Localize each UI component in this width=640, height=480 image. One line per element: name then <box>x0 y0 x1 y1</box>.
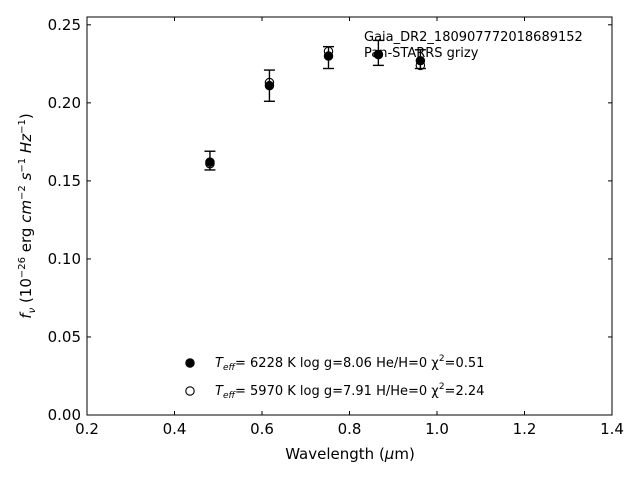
y-tick-label: 0.20 <box>48 94 81 112</box>
open-model-point <box>205 158 215 169</box>
x-tick-label: 1.0 <box>425 420 449 438</box>
x-axis: 0.2 0.4 0.6 0.8 1.0 1.2 1.4 <box>75 17 624 438</box>
legend-marker-open <box>185 386 195 396</box>
annotation-line-1: Gaia_DR2_180907772018689152 <box>364 30 583 45</box>
open-model-point <box>415 60 426 71</box>
annotation-line-2: Pan-STARRS grizy <box>364 46 479 61</box>
open-model-point <box>323 46 334 57</box>
data-markers <box>205 46 426 169</box>
legend-marker-filled <box>185 358 195 368</box>
y-axis-title: fν (10−26 erg cm−2 s−1 Hz−1) <box>17 113 38 318</box>
y-tick-label: 0.10 <box>48 250 81 268</box>
open-model-point <box>264 77 275 88</box>
legend-label: Teff= 5970 K log g=7.91 H/He=0 χ2=2.24 <box>215 382 484 401</box>
filled-model-point <box>264 80 275 91</box>
x-tick-label: 1.4 <box>600 420 624 438</box>
x-tick-label: 0.8 <box>338 420 362 438</box>
y-tick-label: 0.15 <box>48 172 81 190</box>
x-axis-title: Wavelength (μm) <box>285 445 415 463</box>
open-model-point <box>373 49 384 60</box>
y-tick-label: 0.00 <box>48 406 81 424</box>
y-axis: 0.00 0.05 0.10 0.15 0.20 0.25 <box>48 16 612 424</box>
x-tick-label: 1.2 <box>513 420 537 438</box>
x-tick-label: 0.2 <box>75 420 99 438</box>
x-tick-label: 0.6 <box>250 420 274 438</box>
annotation: Gaia_DR2_180907772018689152 Pan-STARRS g… <box>364 30 583 61</box>
legend-label: Teff= 6228 K log g=8.06 He/H=0 χ2=0.51 <box>215 354 484 373</box>
legend: Teff= 6228 K log g=8.06 He/H=0 χ2=0.51 Te… <box>185 354 484 401</box>
y-tick-label: 0.05 <box>48 328 81 346</box>
y-tick-label: 0.25 <box>48 16 81 34</box>
x-tick-label: 0.4 <box>163 420 187 438</box>
